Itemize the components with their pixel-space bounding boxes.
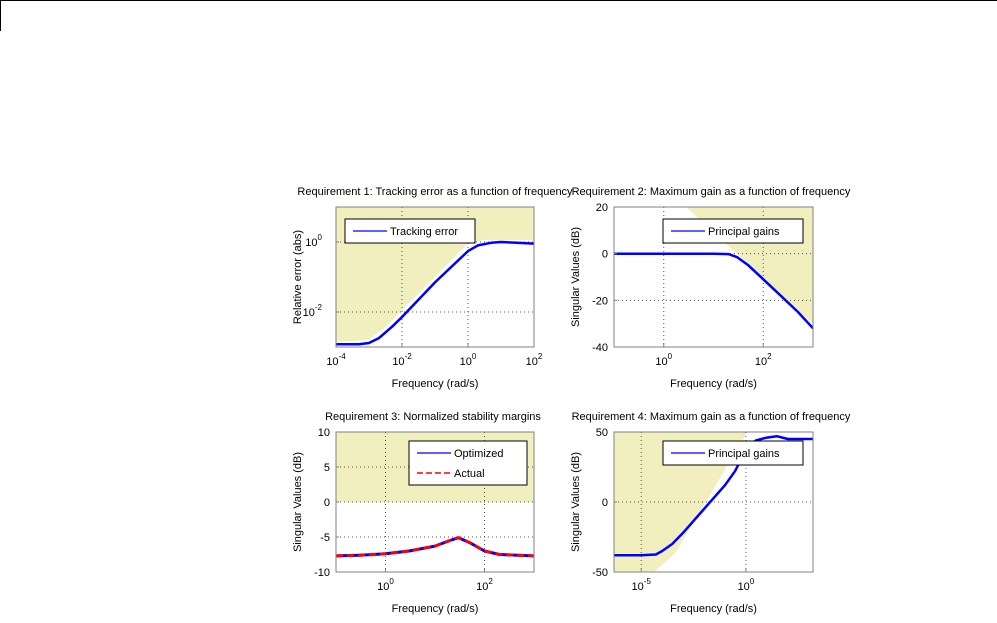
- x-tick-label: 100: [460, 352, 477, 368]
- legend-label: Principal gains: [708, 448, 780, 460]
- y-tick-label: 0: [602, 497, 608, 509]
- legend-box: [408, 440, 528, 486]
- x-tick-label: 10-4: [326, 352, 346, 368]
- legend: Principal gains: [662, 440, 804, 466]
- subplot-title: Requirement 1: Tracking error as a funct…: [297, 186, 573, 198]
- subplot-4: 10-5 100 50 0 -50 Requirement 4: Maximum gain…: [570, 411, 851, 615]
- y-tick-label: 0: [324, 497, 330, 509]
- y-tick-label: 10: [318, 427, 330, 439]
- subplot-title: Requirement 2: Maximum gain as a functio…: [572, 186, 851, 198]
- x-tick-label: 10-5: [632, 577, 652, 593]
- requirement-shaded-region: [614, 432, 748, 572]
- window-left-border: [0, 0, 1, 31]
- x-tick-label: 102: [755, 352, 772, 368]
- series-line-tracking-error: [336, 240, 534, 346]
- y-tick-label: 20: [596, 202, 608, 214]
- subplot-3: 100 102 10 5 0 -5 -10 Requirement 3: Normalized…: [292, 411, 541, 615]
- y-tick-label: 0: [602, 249, 608, 261]
- legend: Tracking error: [344, 218, 476, 244]
- y-axis-label: Singular Values (dB): [292, 452, 304, 552]
- x-tick-label: 102: [526, 352, 543, 368]
- x-axis-label: Frequency (rad/s): [392, 378, 479, 390]
- subplot-title: Requirement 4: Maximum gain as a functio…: [572, 411, 851, 423]
- y-tick-label: -20: [592, 295, 608, 307]
- x-tick-label: 100: [738, 577, 755, 593]
- series-line-actual: [336, 536, 534, 558]
- x-tick-label: 100: [377, 577, 394, 593]
- y-tick-label: -40: [592, 342, 608, 354]
- axes-border: [613, 206, 814, 348]
- subplot-title: Requirement 3: Normalized stability marg…: [325, 411, 541, 423]
- y-tick-label: -50: [592, 567, 608, 579]
- series-line-principal-gains: [614, 252, 813, 330]
- y-tick-label: 10-2: [303, 303, 323, 319]
- series-line-principal-gains: [614, 434, 813, 557]
- x-tick-label: 102: [476, 577, 493, 593]
- x-axis-label: Frequency (rad/s): [670, 378, 757, 390]
- y-tick-label: -5: [320, 532, 330, 544]
- legend-label: Tracking error: [390, 226, 458, 238]
- y-axis-label: Relative error (abs): [292, 230, 304, 324]
- x-axis-label: Frequency (rad/s): [392, 603, 479, 615]
- axes-border: [335, 206, 535, 348]
- y-axis-label: Singular Values (dB): [570, 452, 582, 552]
- x-tick-label: 100: [655, 352, 672, 368]
- subplot-2: 100 102 20 0 -20 -40 Requirement 2: Maximum ga…: [570, 186, 851, 390]
- window-top-border: [0, 0, 997, 1]
- legend-label: Principal gains: [708, 226, 780, 238]
- legend: Principal gains: [662, 218, 804, 244]
- x-axis-label: Frequency (rad/s): [670, 603, 757, 615]
- y-tick-label: 5: [324, 462, 330, 474]
- x-tick-label: 10-2: [392, 352, 412, 368]
- subplot-1: 10-4 10-2 100 102 100 10-2 Requirement 1: Trac…: [292, 186, 573, 390]
- legend-label: Actual: [454, 468, 485, 480]
- y-tick-label: 100: [305, 233, 322, 249]
- y-tick-label: -10: [314, 567, 330, 579]
- legend-label: Optimized: [454, 448, 504, 460]
- legend: Optimized Actual: [408, 440, 528, 486]
- y-tick-label: 50: [596, 427, 608, 439]
- y-axis-label: Singular Values (dB): [570, 227, 582, 327]
